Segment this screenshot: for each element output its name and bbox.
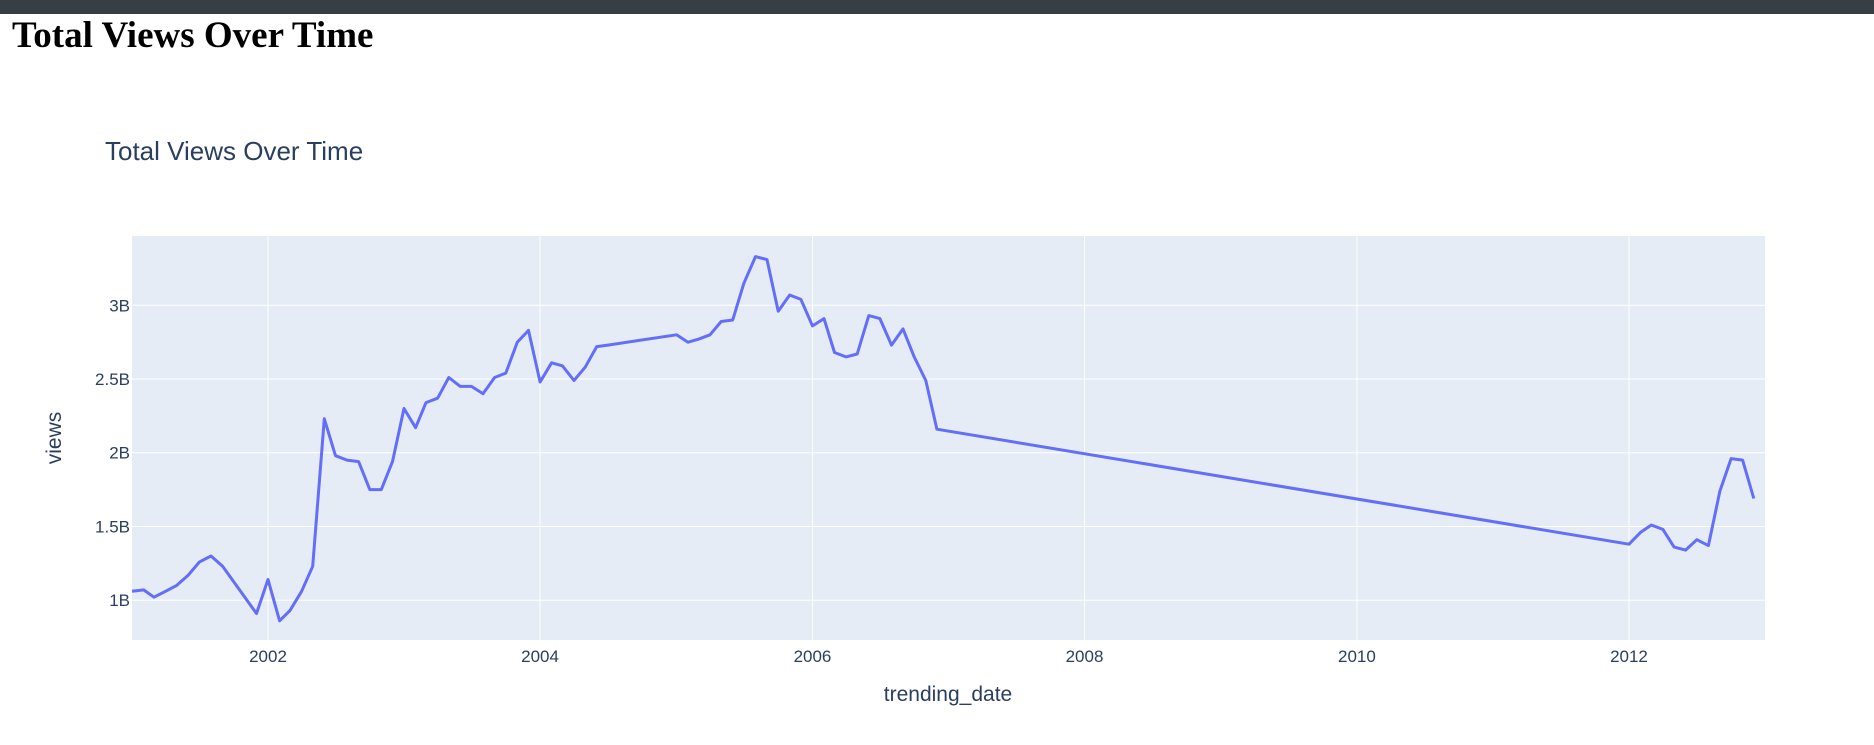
y-axis-label: views bbox=[43, 412, 66, 465]
x-gridlines bbox=[267, 236, 1630, 640]
x-tick-label: 2012 bbox=[1610, 647, 1648, 666]
plot-area bbox=[132, 236, 1765, 640]
x-tick-label: 2002 bbox=[249, 647, 287, 666]
x-axis-label: trending_date bbox=[884, 683, 1012, 706]
y-tick-label: 2.5B bbox=[95, 370, 130, 389]
y-axis-ticks: 1B 1.5B 2B 2.5B 3B bbox=[95, 296, 130, 610]
chart-title: Total Views Over Time bbox=[105, 136, 363, 166]
x-tick-label: 2008 bbox=[1066, 647, 1104, 666]
series-line bbox=[131, 255, 1756, 623]
y-tick-label: 1B bbox=[109, 591, 130, 610]
x-tick-label: 2004 bbox=[521, 647, 559, 666]
chart-container: Total Views Over Time 2002 2004 2006 2008 20… bbox=[0, 100, 1874, 745]
y-gridlines bbox=[132, 304, 1765, 601]
x-tick-label: 2010 bbox=[1338, 647, 1376, 666]
x-tick-label: 2006 bbox=[794, 647, 832, 666]
y-tick-label: 1.5B bbox=[95, 517, 130, 536]
y-tick-label: 2B bbox=[109, 444, 130, 463]
x-axis-ticks: 2002 2004 2006 2008 2010 2012 bbox=[249, 647, 1648, 666]
line-chart: Total Views Over Time 2002 2004 2006 2008 20… bbox=[43, 136, 1765, 706]
y-tick-label: 3B bbox=[109, 296, 130, 315]
page-heading: Total Views Over Time bbox=[12, 15, 374, 56]
browser-top-bar bbox=[0, 0, 1874, 14]
